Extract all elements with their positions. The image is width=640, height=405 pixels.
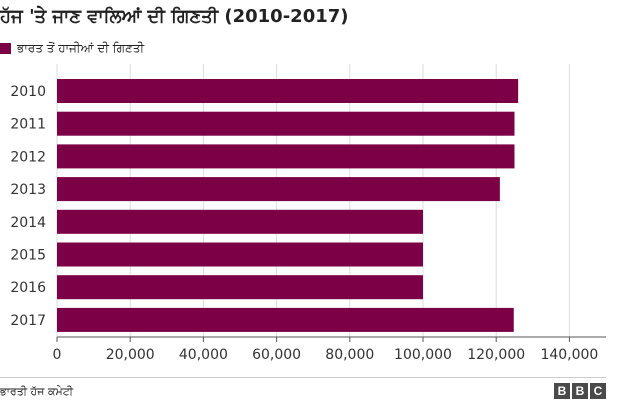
- source-note: ਭਾਰਤੀ ਹੱਜ ਕਮੇਟੀ: [0, 385, 74, 398]
- bbc-logo: B B C: [554, 383, 606, 399]
- bar: [57, 79, 519, 103]
- y-tick-label: 2011: [10, 117, 46, 133]
- y-tick-label: 2015: [10, 248, 46, 264]
- y-tick-label: 2017: [10, 313, 46, 329]
- legend-swatch: [0, 42, 11, 54]
- x-tick-label: 120,000: [467, 347, 525, 363]
- x-tick-label: 60,000: [252, 347, 301, 363]
- x-tick-label: 20,000: [106, 347, 155, 363]
- bbc-logo-letter: B: [554, 383, 570, 399]
- bbc-logo-letter: C: [590, 383, 606, 399]
- x-tick-label: 0: [53, 347, 62, 363]
- y-tick-label: 2016: [10, 280, 46, 296]
- bar: [57, 242, 423, 267]
- y-tick-label: 2014: [10, 215, 46, 231]
- bbc-logo-letter: B: [572, 383, 588, 399]
- bar: [57, 209, 423, 234]
- x-tick-label: 100,000: [394, 347, 452, 363]
- y-tick-label: 2012: [10, 149, 46, 165]
- bar-chart: 2010 2011 2012 2013 2014 2015 2016 2017 0 20,000 4…: [10, 64, 606, 363]
- bar: [57, 275, 423, 300]
- bar: [57, 307, 514, 332]
- bar: [57, 177, 500, 202]
- legend-label: ਭਾਰਤ ਤੋਂ ਹਾਜੀਆਂ ਦੀ ਗਿਣਤੀ: [17, 40, 145, 55]
- y-tick-label: 2013: [10, 182, 46, 198]
- bar: [57, 111, 515, 136]
- x-tick-label: 40,000: [179, 347, 228, 363]
- bar: [57, 144, 515, 169]
- y-tick-label: 2010: [10, 84, 46, 100]
- x-tick-label: 140,000: [540, 347, 598, 363]
- footer-divider: [0, 377, 606, 378]
- chart-title: ਹੱਜ 'ਤੇ ਜਾਣ ਵਾਲਿਆਂ ਦੀ ਗਿਣਤੀ (2010-2017): [0, 6, 349, 27]
- x-tick-label: 80,000: [325, 347, 374, 363]
- legend: ਭਾਰਤ ਤੋਂ ਹਾਜੀਆਂ ਦੀ ਗਿਣਤੀ: [0, 40, 144, 56]
